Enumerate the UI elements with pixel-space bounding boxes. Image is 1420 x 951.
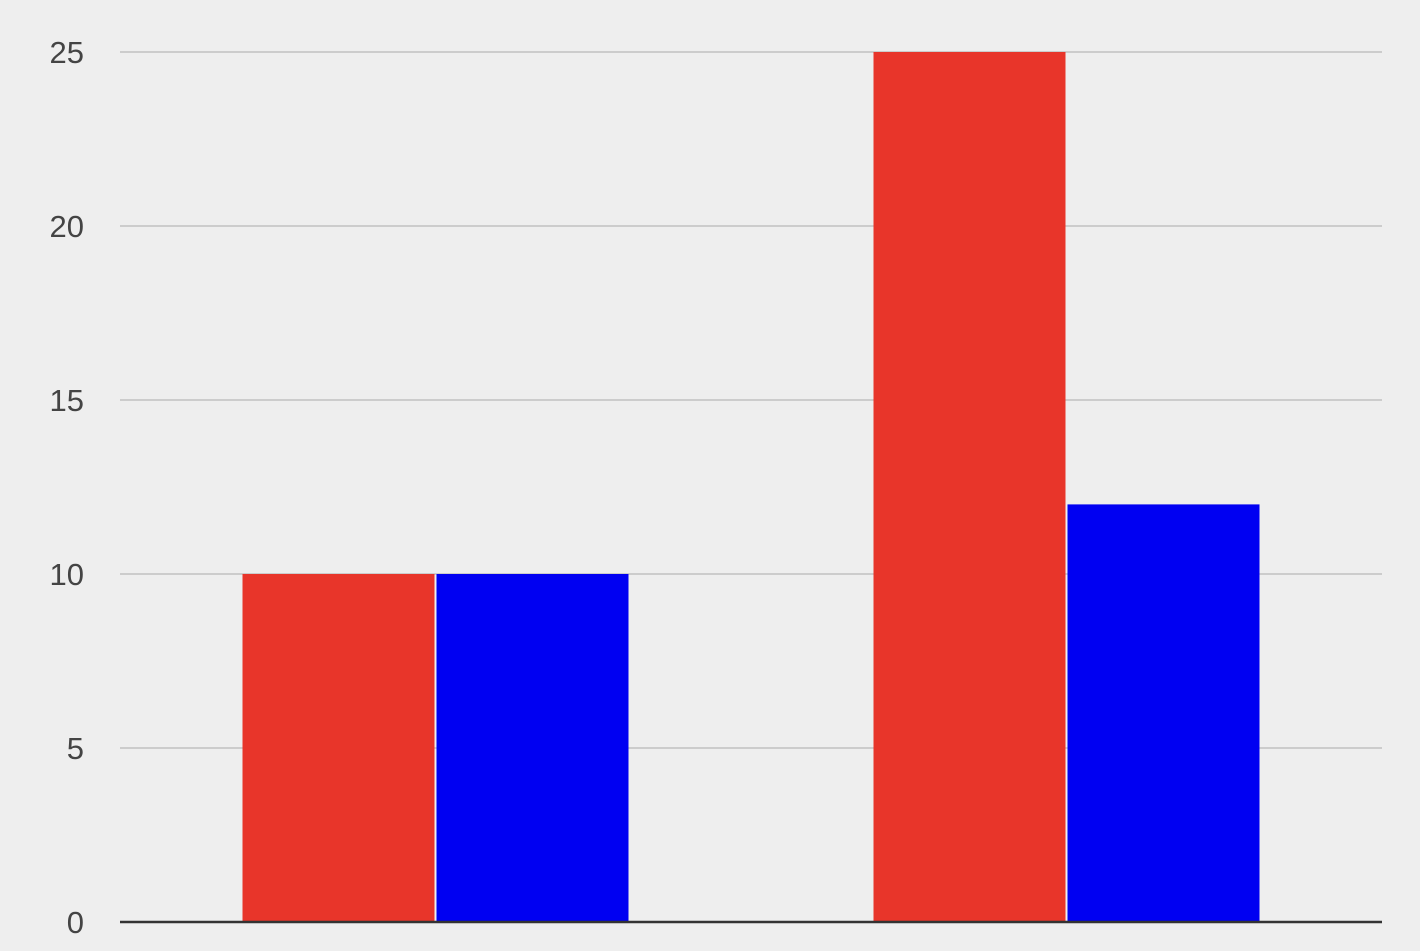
y-tick-label: 15 bbox=[50, 383, 84, 418]
bar-series-1-category-2 bbox=[873, 52, 1066, 922]
bar-series-2-category-2 bbox=[1067, 504, 1260, 922]
y-tick-label: 0 bbox=[67, 905, 84, 940]
y-tick-label: 20 bbox=[50, 209, 84, 244]
y-tick-label: 10 bbox=[50, 557, 84, 592]
bar-series-1-category-1 bbox=[242, 574, 435, 922]
y-tick-label: 25 bbox=[50, 35, 84, 70]
bars bbox=[242, 52, 1260, 922]
y-tick-label: 5 bbox=[67, 731, 84, 766]
bar-series-2-category-1 bbox=[436, 574, 629, 922]
y-axis-tick-labels: 0 5 10 15 20 25 bbox=[50, 35, 84, 940]
